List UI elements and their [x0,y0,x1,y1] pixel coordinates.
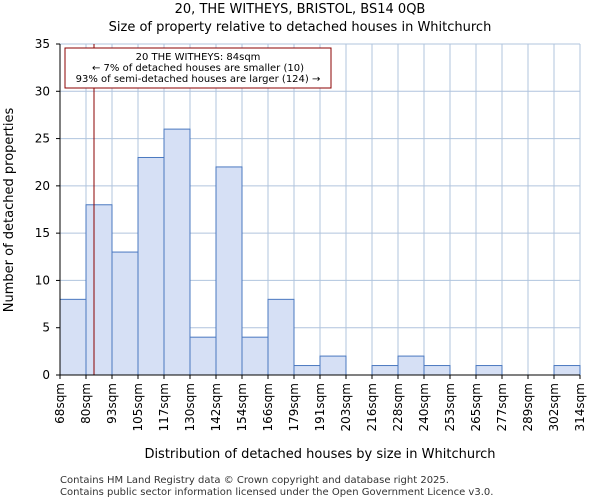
x-tick-label: 216sqm [365,383,379,431]
y-tick-label: 30 [35,84,50,98]
x-tick-label: 228sqm [391,383,405,431]
bar-117sqm [163,128,191,376]
bar-93sqm [111,251,139,376]
x-tick-label: 302sqm [547,383,561,431]
bar-240sqm [423,365,451,376]
footer-line-2: Contains public sector information licen… [60,487,493,498]
bar-130sqm [189,336,217,376]
x-tick-label: 68sqm [53,383,67,424]
bars-layer [59,128,581,376]
bar-216sqm [371,365,399,376]
x-axis-label: Distribution of detached houses by size … [144,447,495,462]
bar-179sqm [293,365,321,376]
annotation-box: 20 THE WITHEYS: 84sqm ← 7% of detached h… [64,47,332,89]
bar-166sqm [267,298,295,376]
x-tick-label: 93sqm [105,383,119,424]
x-tick-label: 240sqm [417,383,431,431]
y-tick-label: 0 [42,368,50,382]
annotation-line-1: 20 THE WITHEYS: 84sqm [136,52,261,63]
bar-68sqm [59,298,87,376]
bar-228sqm [397,355,425,376]
x-tick-label: 265sqm [469,383,483,431]
chart-subtitle: Size of property relative to detached ho… [109,20,492,35]
y-tick-label: 10 [35,273,50,287]
x-tick-label: 154sqm [235,383,249,431]
footer-line-1: Contains HM Land Registry data © Crown c… [60,475,449,486]
annotation-line-2: ← 7% of detached houses are smaller (10) [92,63,304,74]
x-tick-label: 289sqm [521,383,535,431]
bar-302sqm [553,365,581,376]
bar-80sqm [85,204,113,376]
y-axis-label: Number of detached properties [2,108,17,313]
x-tick-label: 277sqm [495,383,509,431]
y-tick-label: 25 [35,132,50,146]
bar-105sqm [137,156,165,376]
x-tick-label: 314sqm [573,383,587,431]
x-tick-label: 130sqm [183,383,197,431]
x-tick-label: 105sqm [131,383,145,431]
y-tick-label: 20 [35,179,50,193]
x-tick-label: 117sqm [157,383,171,431]
bar-142sqm [215,166,243,376]
y-tick-label: 35 [35,37,50,51]
chart-title: 20, THE WITHEYS, BRISTOL, BS14 0QB [175,2,426,17]
y-tick-label: 5 [42,321,50,335]
bar-265sqm [475,365,503,376]
x-tick-label: 166sqm [261,383,275,431]
x-tick-label: 142sqm [209,383,223,431]
y-tick-label: 15 [35,226,50,240]
x-tick-label: 253sqm [443,383,457,431]
x-tick-label: 80sqm [79,383,93,424]
bar-191sqm [319,355,347,376]
x-tick-label: 203sqm [339,383,353,431]
y-tick-labels: 0 5 10 15 20 25 30 35 [35,37,60,382]
x-tick-label: 179sqm [287,383,301,431]
bar-154sqm [241,336,269,376]
annotation-line-3: 93% of semi-detached houses are larger (… [76,74,321,85]
annotation-frame [64,47,332,89]
x-tick-label: 191sqm [313,383,327,431]
x-tick-labels: 68sqm 80sqm 93sqm 105sqm 117sqm 130sqm 142sqm 1… [53,375,587,431]
